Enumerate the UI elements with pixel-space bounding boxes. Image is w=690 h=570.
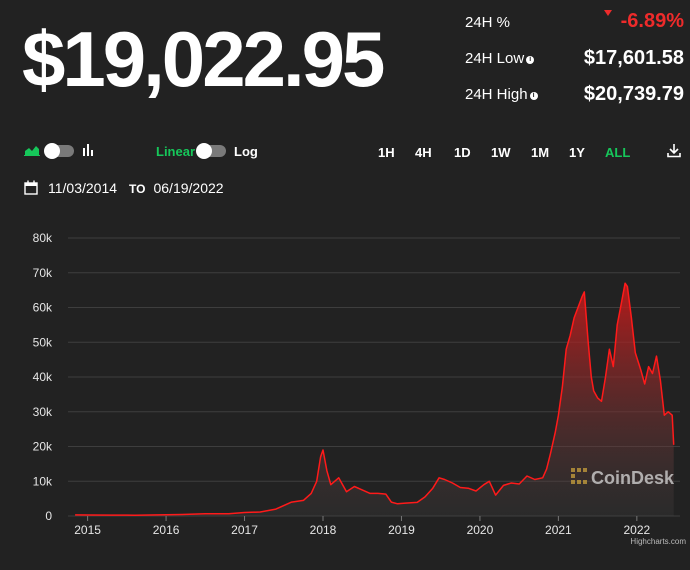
y-tick-label: 70k bbox=[33, 266, 53, 280]
y-tick-label: 50k bbox=[33, 335, 53, 349]
range-1w-button[interactable]: 1W bbox=[491, 145, 511, 160]
low-label-row: 24H Low i bbox=[465, 50, 535, 67]
low-label: 24H Low bbox=[465, 50, 525, 67]
range-1y-button[interactable]: 1Y bbox=[569, 145, 585, 160]
y-tick-label: 0 bbox=[45, 509, 52, 523]
x-tick-label: 2022 bbox=[623, 523, 650, 537]
y-tick-label: 60k bbox=[33, 301, 53, 315]
log-label[interactable]: Log bbox=[234, 144, 258, 159]
y-tick-label: 40k bbox=[33, 370, 53, 384]
high-label-row: 24H High i bbox=[465, 86, 538, 103]
price-line bbox=[75, 282, 675, 516]
info-icon[interactable]: i bbox=[529, 92, 538, 100]
change-label: 24H % bbox=[465, 14, 511, 31]
toggle-knob bbox=[44, 143, 60, 159]
x-tick-label: 2020 bbox=[467, 523, 494, 537]
toggle-knob bbox=[196, 143, 212, 159]
date-from[interactable]: 11/03/2014 bbox=[48, 180, 118, 196]
date-range: 11/03/2014 TO 06/19/2022 bbox=[24, 180, 224, 196]
chart-type-toggle[interactable] bbox=[44, 143, 74, 159]
x-tick-label: 2016 bbox=[153, 523, 180, 537]
range-all-button[interactable]: ALL bbox=[605, 145, 631, 160]
date-to[interactable]: 06/19/2022 bbox=[153, 180, 224, 196]
scale-toggle[interactable] bbox=[196, 143, 226, 159]
range-4h-button[interactable]: 4H bbox=[415, 145, 432, 160]
x-tick-label: 2015 bbox=[74, 523, 101, 537]
change-value: -6.89% bbox=[620, 10, 684, 32]
date-to-label: TO bbox=[129, 182, 146, 196]
download-icon[interactable] bbox=[666, 143, 682, 158]
coindesk-watermark: CoinDesk bbox=[571, 468, 675, 488]
y-tick-label: 20k bbox=[33, 440, 53, 454]
low-value: $17,601.58 bbox=[583, 47, 684, 69]
high-label: 24H High bbox=[465, 86, 528, 103]
bar-chart-icon[interactable] bbox=[82, 143, 94, 156]
info-icon[interactable]: i bbox=[526, 56, 535, 64]
x-tick-label: 2019 bbox=[388, 523, 415, 537]
current-price: $19,022.95 bbox=[22, 15, 385, 103]
x-axis: 2015 2016 2017 2018 2019 2020 2021 2022 bbox=[74, 516, 651, 537]
range-1d-button[interactable]: 1D bbox=[454, 145, 471, 160]
y-tick-label: 30k bbox=[33, 405, 53, 419]
range-1h-button[interactable]: 1H bbox=[378, 145, 395, 160]
price-area bbox=[75, 283, 674, 516]
down-arrow-icon bbox=[604, 10, 612, 16]
watermark-text: CoinDesk bbox=[591, 468, 675, 488]
x-tick-label: 2018 bbox=[310, 523, 337, 537]
range-1m-button[interactable]: 1M bbox=[531, 145, 550, 160]
x-tick-label: 2017 bbox=[231, 523, 258, 537]
linear-label[interactable]: Linear bbox=[156, 144, 196, 159]
highcharts-credit[interactable]: Highcharts.com bbox=[630, 537, 686, 546]
area-chart-icon[interactable] bbox=[24, 143, 40, 156]
high-value: $20,739.79 bbox=[583, 83, 684, 105]
y-tick-label: 10k bbox=[33, 474, 53, 488]
calendar-icon[interactable] bbox=[24, 180, 38, 195]
y-axis: 0 10k 20k 30k 40k 50k 60k 70k 80k bbox=[33, 231, 53, 523]
x-tick-label: 2021 bbox=[545, 523, 572, 537]
coindesk-logo-icon bbox=[571, 468, 587, 484]
y-tick-label: 80k bbox=[33, 231, 53, 245]
